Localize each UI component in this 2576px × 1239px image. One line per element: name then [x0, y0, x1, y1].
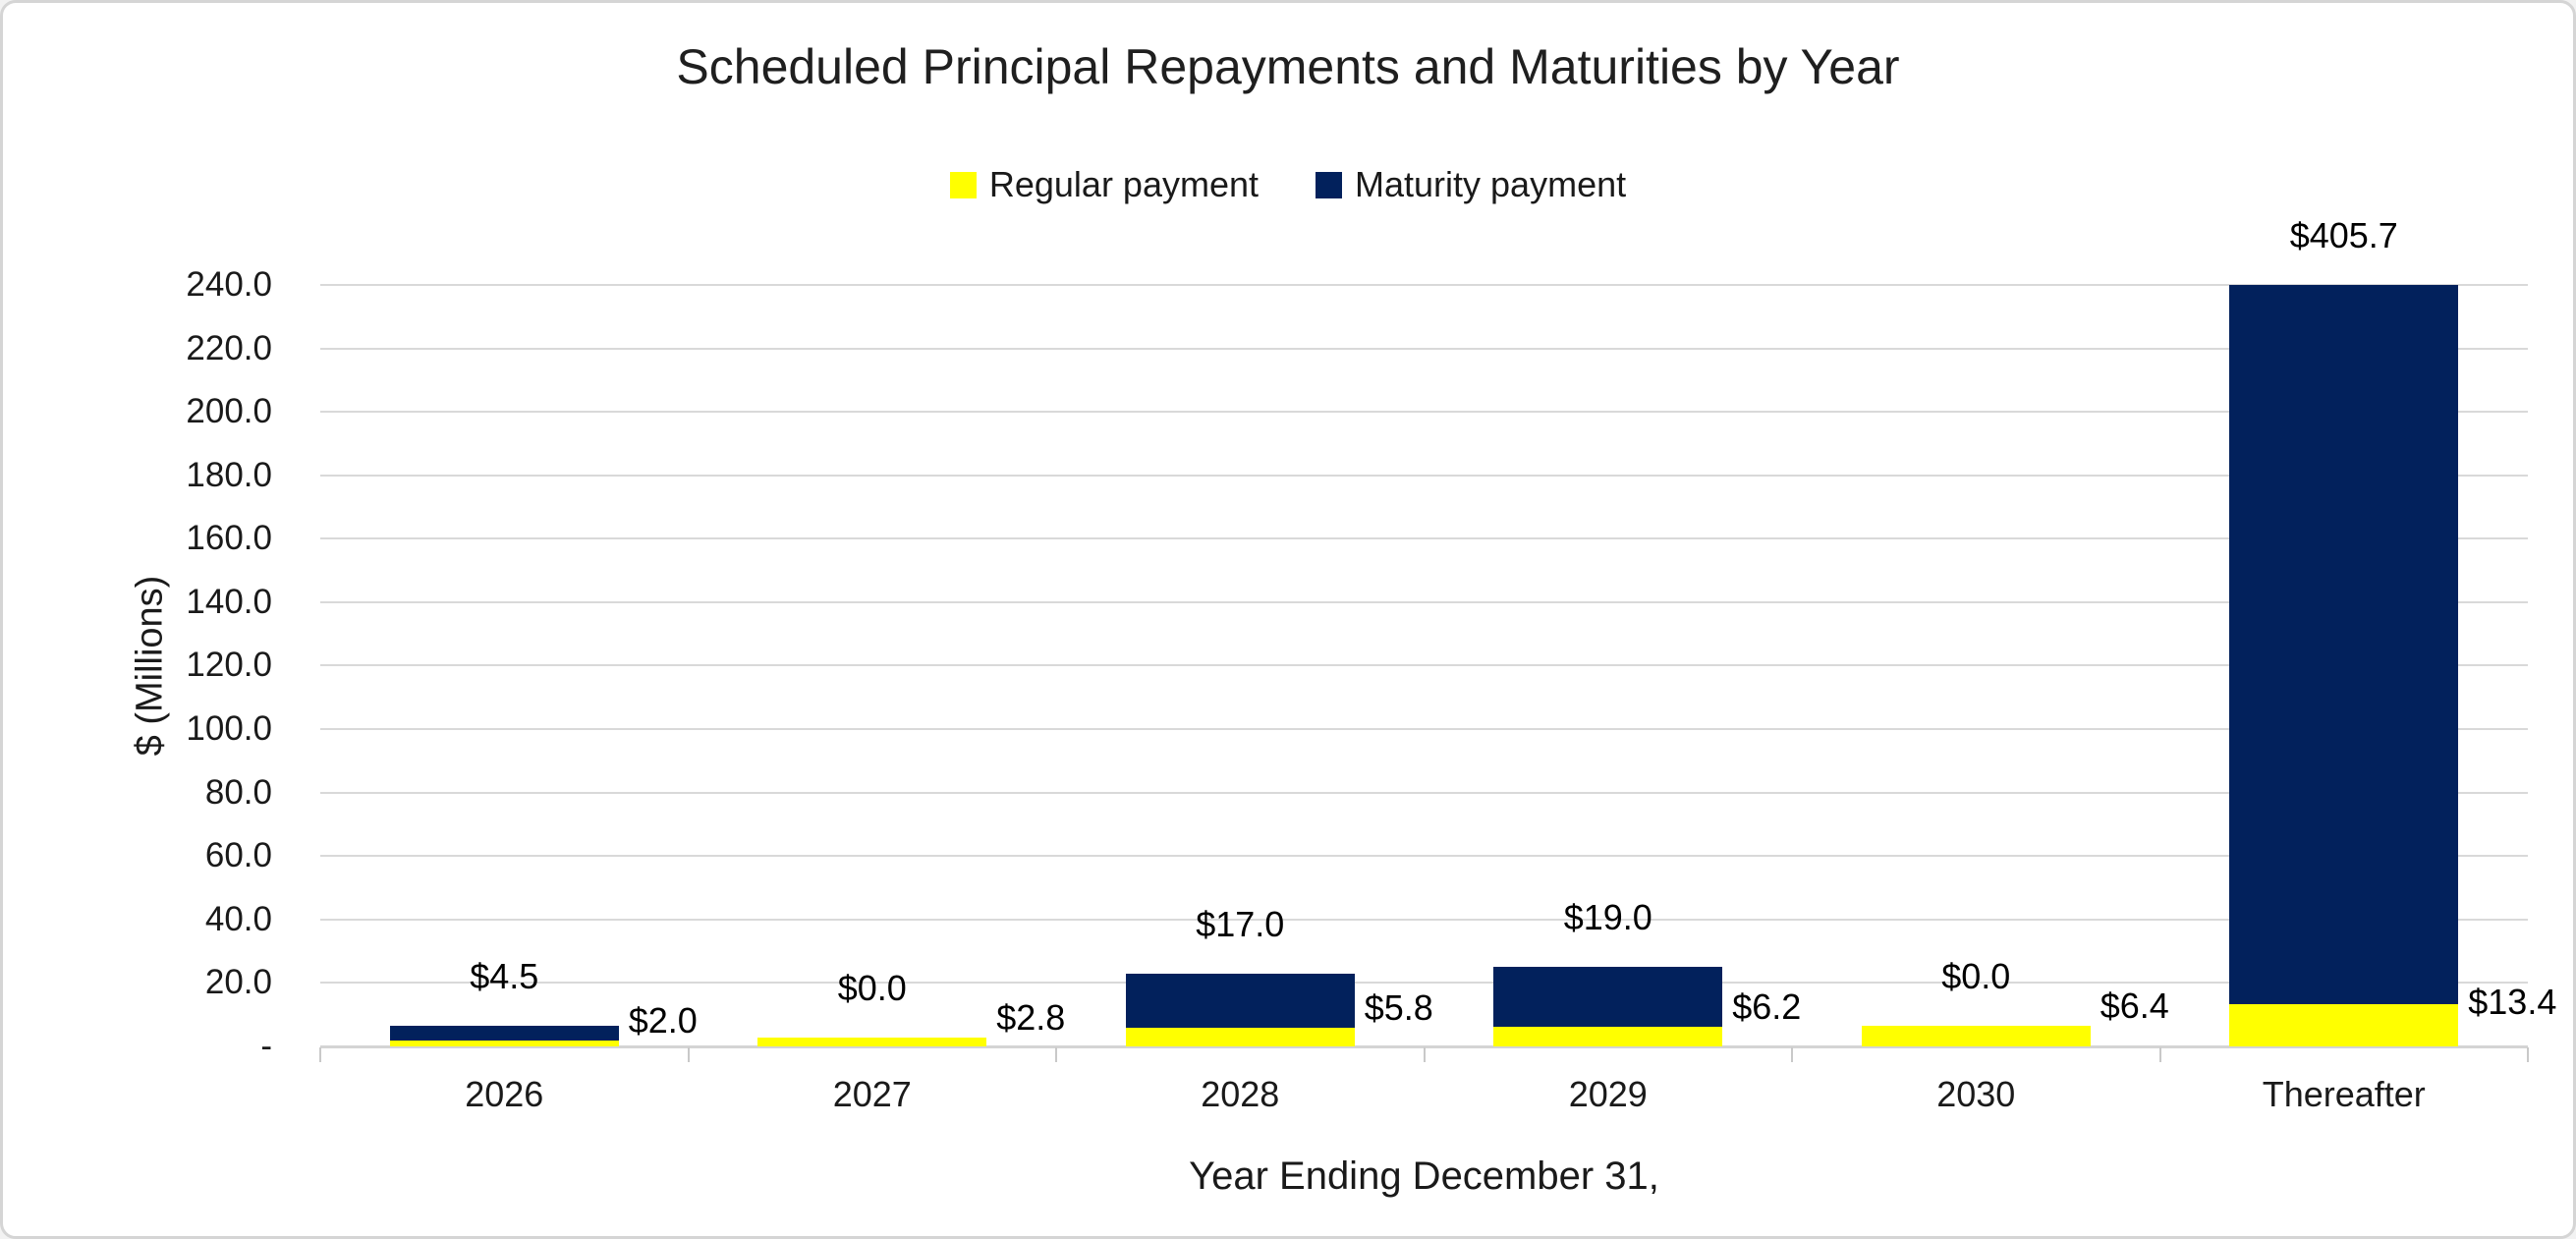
chart-title: Scheduled Principal Repayments and Matur…	[676, 39, 1900, 94]
y-tick-label: 80.0	[204, 773, 272, 812]
y-tick-label: 60.0	[204, 836, 272, 874]
legend-swatch-maturity-payment-icon	[1316, 171, 1343, 198]
category-label: 2030	[1936, 1074, 2016, 1114]
axis-tick	[319, 1047, 321, 1062]
bar-group	[2229, 285, 2459, 1046]
axis-tick	[1424, 1047, 1426, 1062]
data-label-regular-payment: $6.4	[2100, 986, 2169, 1027]
gridline	[320, 537, 2528, 539]
gridline	[320, 855, 2528, 857]
gridline	[320, 284, 2528, 286]
data-label-maturity-payment: $0.0	[1941, 956, 2011, 997]
y-tick-label: 180.0	[186, 456, 272, 494]
y-tick-label: 200.0	[186, 392, 272, 430]
gridline	[320, 792, 2528, 794]
bar-segment-regular-payment	[389, 1040, 619, 1046]
gridline	[320, 348, 2528, 350]
axis-tick	[2159, 1047, 2161, 1062]
y-tick-label: 220.0	[186, 329, 272, 367]
bar-segment-maturity-payment	[1125, 974, 1355, 1029]
plot-area: $2.0 $4.5 $2.8 $0.0 $5.8 $17.0 $6.2 $19.0 $6.4 $0…	[319, 217, 2556, 1062]
category-label: 2029	[1568, 1074, 1648, 1114]
x-axis-line	[320, 1045, 2528, 1048]
gridline	[320, 411, 2528, 413]
bar-segment-maturity-payment	[2229, 285, 2459, 1004]
gridline	[320, 664, 2528, 666]
bar-segment-regular-payment	[2229, 1003, 2459, 1046]
bar-group	[1861, 1026, 2091, 1046]
legend-swatch-regular-payment-icon	[949, 171, 977, 198]
legend: Regular payment Maturity payment	[3, 164, 2573, 205]
data-label-maturity-payment: $19.0	[1563, 896, 1652, 937]
data-label-regular-payment: $5.8	[1364, 987, 1433, 1029]
axis-tick	[1791, 1047, 1793, 1062]
y-tick-label: 40.0	[204, 900, 272, 938]
data-label-maturity-payment: $4.5	[470, 956, 539, 997]
y-tick-label: 160.0	[186, 519, 272, 557]
data-label-regular-payment: $13.4	[2468, 981, 2557, 1022]
y-axis-tick-labels: - 20.0 40.0 60.0 80.0 100.0 120.0 140.0 160.0 180…	[3, 267, 298, 1064]
axis-tick	[1055, 1047, 1057, 1062]
axis-tick	[688, 1047, 690, 1062]
bar-segment-maturity-payment	[389, 1026, 619, 1041]
bar-group	[1125, 974, 1355, 1046]
y-tick-label: 140.0	[186, 583, 272, 621]
data-label-regular-payment: $2.0	[628, 999, 698, 1041]
gridline	[320, 728, 2528, 730]
legend-item-maturity-payment: Maturity payment	[1316, 164, 1626, 205]
category-label: Thereafter	[2262, 1074, 2426, 1114]
bar-group	[757, 1037, 987, 1046]
gridline	[320, 475, 2528, 477]
y-tick-label: 120.0	[186, 646, 272, 684]
category-label: 2028	[1201, 1074, 1280, 1114]
bar-segment-regular-payment	[1493, 1026, 1723, 1046]
x-axis-title: Year Ending December 31,	[1189, 1155, 1659, 1198]
y-tick-label: 100.0	[186, 709, 272, 748]
bar-group	[389, 1026, 619, 1046]
gridline	[320, 982, 2528, 984]
axis-tick	[2527, 1047, 2529, 1062]
x-axis-category-labels: 2026 2027 2028 2029 2030 Thereafter	[320, 1074, 2528, 1115]
gridline	[320, 919, 2528, 921]
category-label: 2027	[832, 1074, 912, 1114]
data-label-maturity-payment: $17.0	[1196, 904, 1285, 945]
data-label-maturity-payment: $405.7	[2289, 215, 2398, 255]
y-tick-label: 240.0	[186, 265, 272, 304]
bar-segment-regular-payment	[1125, 1028, 1355, 1046]
data-label-maturity-payment: $0.0	[837, 967, 907, 1008]
legend-label-regular-payment: Regular payment	[988, 164, 1260, 204]
data-label-regular-payment: $6.2	[1732, 986, 1802, 1027]
category-label: 2026	[465, 1074, 544, 1114]
bar-segment-regular-payment	[1861, 1026, 2091, 1046]
bar-segment-regular-payment	[757, 1037, 987, 1046]
y-tick-label: 20.0	[204, 963, 272, 1001]
y-tick-label: -	[260, 1027, 272, 1065]
bar-segment-maturity-payment	[1493, 966, 1723, 1027]
gridline	[320, 601, 2528, 603]
legend-label-maturity-payment: Maturity payment	[1355, 164, 1627, 204]
bar-group	[1493, 966, 1723, 1046]
legend-item-regular-payment: Regular payment	[949, 164, 1260, 205]
data-label-regular-payment: $2.8	[996, 996, 1066, 1038]
